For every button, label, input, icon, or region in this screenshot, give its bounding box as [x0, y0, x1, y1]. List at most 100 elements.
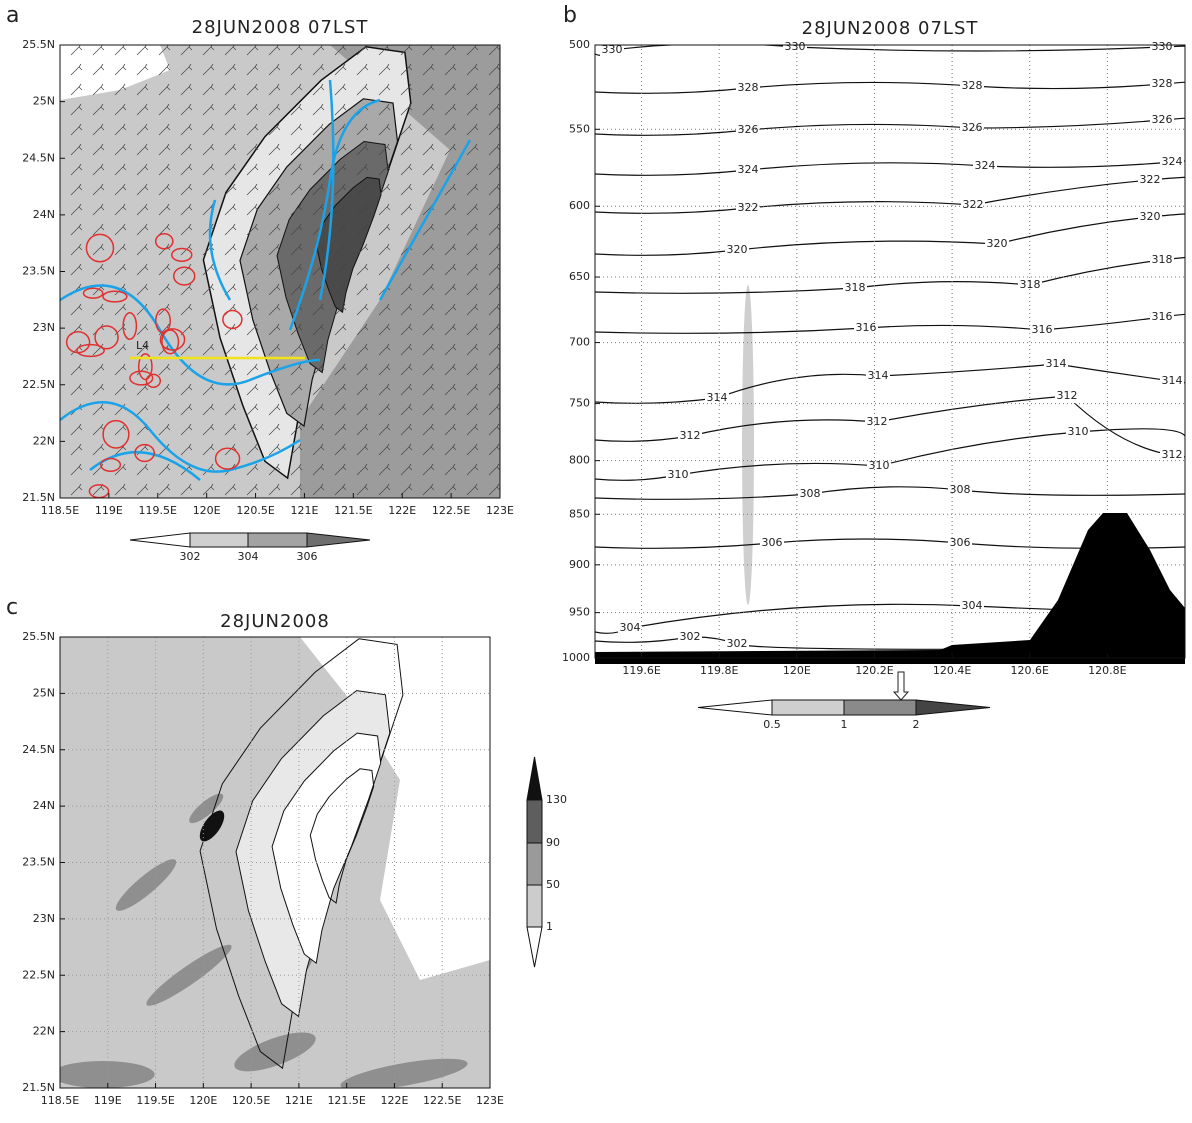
x-tick-label: 119.5E [139, 504, 177, 517]
contour-label: 320 [1140, 210, 1161, 223]
contour-label-bg [960, 121, 984, 135]
terrain [595, 513, 1185, 664]
contour-red [161, 329, 180, 355]
contour-blue [208, 199, 232, 301]
contour-label: 322 [963, 198, 984, 211]
contour-red [85, 233, 115, 263]
contour-label-bg [725, 243, 749, 257]
contour-red [145, 373, 162, 388]
contour-label-bg [678, 429, 702, 443]
chart-title: 28JUN2008 07LST [192, 17, 369, 38]
contour-label: 312 [1057, 389, 1078, 402]
contour-red [134, 443, 155, 463]
x-tick-label: 120E [783, 664, 811, 677]
colorbar-label: 306 [297, 550, 318, 563]
x-tick-label: 122.5E [423, 1094, 461, 1107]
colorbar-bin [526, 799, 543, 844]
colorbar-label: 1 [546, 920, 553, 933]
contour-label-bg [783, 45, 807, 54]
panel-label: b [563, 3, 577, 28]
y-tick-label: 24N [33, 208, 55, 221]
x-tick-label: 119.6E [622, 664, 660, 677]
contour-label-bg [854, 321, 878, 335]
x-tick-label: 120.5E [232, 1094, 270, 1107]
contour-label: 326 [962, 121, 983, 134]
y-tick-label: 800 [569, 454, 590, 467]
contour-label: 322 [738, 201, 759, 214]
contour-label: 318 [1152, 253, 1173, 266]
x-tick-label: 121.5E [334, 504, 372, 517]
contour-label: 328 [962, 79, 983, 92]
contour-label-bg [736, 81, 760, 95]
contour-label: 314 [707, 391, 728, 404]
contour-label-bg [760, 536, 784, 550]
contour-label-bg [798, 487, 822, 501]
contour-label-bg [973, 159, 997, 173]
x-tick-label: 121E [285, 1094, 313, 1107]
contour-red [122, 312, 138, 341]
y-tick-label: 23.5N [22, 265, 55, 278]
contour-blue [288, 98, 381, 331]
contour-label-bg [985, 237, 1009, 251]
y-tick-label: 24.5N [22, 743, 55, 756]
y-tick-label: 22.5N [22, 968, 55, 981]
contour-label-bg [1160, 374, 1184, 388]
contour-label: 310 [668, 468, 689, 481]
arrow [892, 671, 910, 701]
contour-label: 326 [738, 123, 759, 136]
contour-label: 328 [738, 81, 759, 94]
isentrope [595, 486, 1185, 500]
x-tick-label: 122E [380, 1094, 408, 1107]
streak [234, 1032, 316, 1072]
y-tick-label: 550 [569, 122, 590, 135]
x-tick-label: 120.2E [855, 664, 893, 677]
contour-label-bg [600, 45, 624, 57]
x-tick-label: 119.8E [700, 664, 738, 677]
x-tick-label: 122E [388, 504, 416, 517]
contour-red [222, 309, 243, 330]
contour-blue [60, 284, 321, 386]
y-tick-label: 25.5N [22, 630, 55, 643]
colorbar-end [129, 532, 191, 548]
panel-label: a [6, 3, 19, 28]
colorbar-label: 1 [841, 718, 848, 731]
contour-label: 302 [727, 637, 748, 650]
colorbar-end [306, 532, 371, 548]
contour-label-bg [1030, 323, 1054, 337]
colorbar-label: 0.5 [763, 718, 781, 731]
contour-label: 318 [1020, 278, 1041, 291]
contour-label-bg [736, 163, 760, 177]
panel-label: c [6, 595, 18, 620]
y-tick-label: 950 [569, 606, 590, 619]
contour-label: 324 [975, 159, 996, 172]
contour-label: 312 [1162, 448, 1183, 461]
isentrope [595, 538, 1185, 549]
contour-label: 316 [856, 321, 877, 334]
contour-label-bg [725, 637, 749, 651]
contour-label-bg [1066, 425, 1090, 439]
y-tick-label: 25.5N [22, 38, 55, 51]
y-tick-label: 600 [569, 199, 590, 212]
y-tick-label: 23N [33, 321, 55, 334]
y-tick-label: 1000 [562, 651, 590, 664]
contour-label-bg [865, 415, 889, 429]
wind-barbs [60, 45, 500, 498]
x-tick-label: 118.5E [41, 504, 79, 517]
streak [115, 859, 177, 911]
colorbar-end [915, 699, 991, 716]
contour-label: 324 [738, 163, 759, 176]
colorbar-end [526, 926, 543, 968]
contour-label-bg [736, 201, 760, 215]
y-tick-label: 23N [33, 912, 55, 925]
contour-label: 306 [762, 536, 783, 549]
colorbar-bin [247, 532, 308, 548]
colorbar-bin [771, 699, 845, 716]
contour-label-bg [866, 369, 890, 383]
colorbar-bin [189, 532, 249, 548]
colorbar-label: 50 [546, 878, 560, 891]
contour-label-bg [1150, 77, 1174, 91]
contour-label: 312 [680, 429, 701, 442]
y-tick-label: 21.5N [22, 1081, 55, 1094]
contour-label-bg [1055, 389, 1079, 403]
contour-red [94, 325, 119, 350]
